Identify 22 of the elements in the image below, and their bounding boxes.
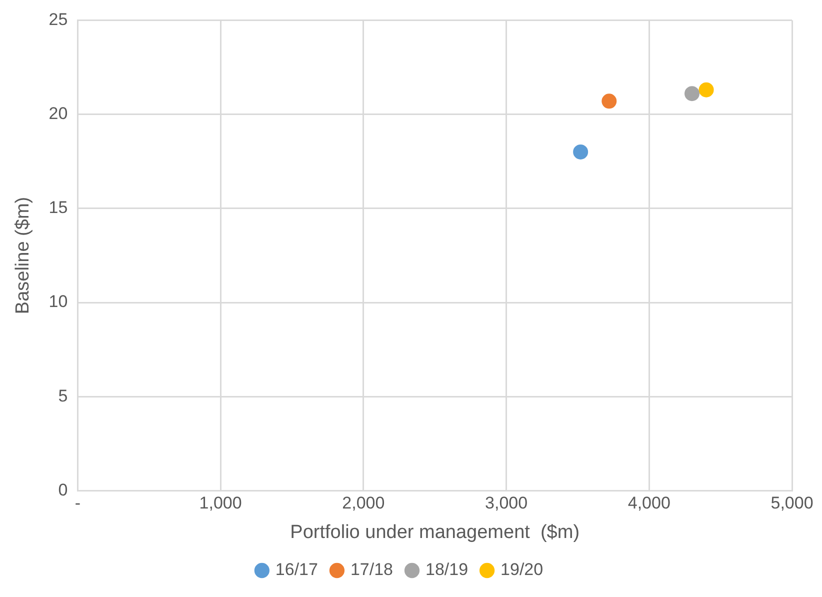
legend-label: 18/19	[426, 560, 468, 580]
legend-label: 16/17	[275, 560, 318, 580]
x-tick-label: 3,000	[485, 494, 528, 513]
x-tick-label: 5,000	[770, 494, 814, 513]
legend-label: 17/18	[350, 560, 394, 580]
y-tick-label: 20	[48, 104, 68, 124]
point	[684, 86, 700, 102]
legend-label: 19/20	[500, 560, 544, 580]
y-tick-label: 10	[48, 292, 68, 312]
point	[698, 82, 714, 98]
x-tick-label: -	[74, 494, 81, 513]
y-tick-label: 15	[48, 198, 68, 218]
y-tick-label: 25	[48, 10, 68, 29]
x-tick-label: 2,000	[342, 494, 385, 513]
y-tick-label: 0	[58, 480, 68, 500]
point	[573, 144, 588, 160]
y-axis-title: Baseline ($m)	[12, 196, 34, 314]
point	[602, 94, 617, 109]
x-axis-title: Portfolio under management ($m)	[290, 522, 580, 543]
x-tick-label: 4,000	[628, 494, 670, 513]
x-tick-label: 1,000	[199, 494, 242, 513]
y-tick-label: 5	[58, 386, 68, 406]
